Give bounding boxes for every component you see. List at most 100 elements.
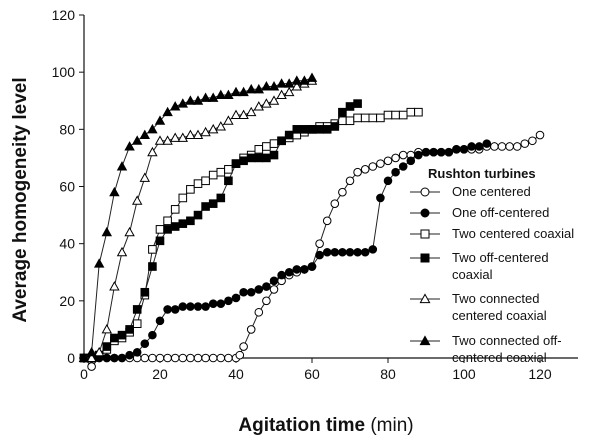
data-point <box>436 147 446 157</box>
data-point <box>353 247 362 257</box>
data-point <box>201 176 210 186</box>
legend-item: Two centered coaxial <box>410 226 574 241</box>
data-point <box>124 141 135 151</box>
data-point <box>383 110 393 120</box>
data-point <box>163 305 172 314</box>
data-point <box>139 172 151 182</box>
data-point <box>170 222 180 231</box>
legend-item: Two connected off-centered coaxial <box>410 333 562 365</box>
data-point <box>230 86 242 97</box>
data-point <box>208 353 218 363</box>
data-point <box>235 350 245 360</box>
data-point <box>398 150 408 160</box>
series-2 <box>79 139 492 363</box>
data-point <box>306 72 318 82</box>
data-point <box>254 145 264 154</box>
data-point <box>216 353 226 363</box>
data-point <box>474 142 484 151</box>
data-point <box>93 258 105 268</box>
data-point <box>230 109 242 120</box>
data-point <box>391 153 400 163</box>
legend-item: Two off-centered coaxial <box>410 250 549 282</box>
data-point <box>208 299 218 308</box>
data-point <box>163 225 172 234</box>
data-point <box>239 342 248 351</box>
data-point <box>117 330 127 340</box>
data-point <box>201 302 210 311</box>
data-point <box>245 83 257 94</box>
data-point <box>192 95 204 105</box>
y-axis-label: Average homogeneity level <box>10 77 31 322</box>
data-point <box>155 225 165 234</box>
data-point <box>140 339 150 349</box>
data-point <box>208 170 218 180</box>
data-point <box>109 281 120 291</box>
data-point <box>163 216 172 226</box>
data-point <box>178 302 188 311</box>
x-tick-label: 100 <box>452 366 476 382</box>
data-point <box>459 145 469 154</box>
data-point <box>261 98 272 108</box>
data-point <box>177 98 189 108</box>
x-tick-label: 120 <box>528 366 552 382</box>
data-point <box>148 330 157 340</box>
data-point <box>193 302 203 311</box>
data-point <box>216 167 226 177</box>
legend-label: coaxial <box>452 267 493 282</box>
data-point <box>78 352 90 362</box>
data-point <box>124 226 135 237</box>
x-tick-label: 40 <box>228 366 244 382</box>
legend-label: One off-centered <box>452 205 549 220</box>
data-point <box>169 101 181 111</box>
series-layer <box>78 72 545 371</box>
data-point <box>269 276 279 286</box>
data-point <box>262 153 271 163</box>
data-point <box>155 236 165 246</box>
data-point <box>215 121 227 131</box>
data-point <box>368 113 378 123</box>
series-5 <box>78 75 318 362</box>
y-tick-label: 80 <box>59 121 75 137</box>
data-point <box>497 142 507 151</box>
data-point <box>246 287 256 297</box>
data-point <box>398 110 408 120</box>
data-point <box>300 125 309 134</box>
data-point <box>224 353 233 363</box>
data-point <box>262 282 271 291</box>
data-point <box>186 216 195 226</box>
data-point <box>170 305 180 314</box>
data-point <box>186 302 195 311</box>
data-point <box>406 107 416 117</box>
data-point <box>131 195 143 205</box>
series-line <box>84 103 358 359</box>
data-point <box>444 147 454 157</box>
data-point <box>421 147 431 157</box>
data-point <box>368 245 378 254</box>
data-point <box>345 176 355 186</box>
data-point <box>360 165 370 174</box>
data-point <box>315 250 324 260</box>
data-point <box>102 353 112 363</box>
legend-label: Two connected off- <box>452 333 562 348</box>
data-point <box>147 123 158 134</box>
data-point <box>276 89 287 100</box>
data-point <box>391 167 400 177</box>
data-point <box>110 353 119 363</box>
data-point <box>345 102 355 111</box>
data-point <box>155 316 165 326</box>
data-point <box>253 83 265 94</box>
y-tick-label: 120 <box>52 7 76 23</box>
data-point <box>322 216 332 226</box>
data-point <box>238 109 249 120</box>
legend-label: Two centered coaxial <box>452 226 574 241</box>
data-point <box>353 167 362 177</box>
data-point <box>178 353 188 363</box>
data-point <box>330 122 340 131</box>
data-point <box>268 95 280 105</box>
data-point <box>178 219 188 228</box>
data-point <box>299 75 310 85</box>
data-point <box>315 125 324 134</box>
legend-marker <box>420 253 430 263</box>
data-point <box>262 142 271 151</box>
x-axis-label-unit: (min) <box>370 415 413 436</box>
